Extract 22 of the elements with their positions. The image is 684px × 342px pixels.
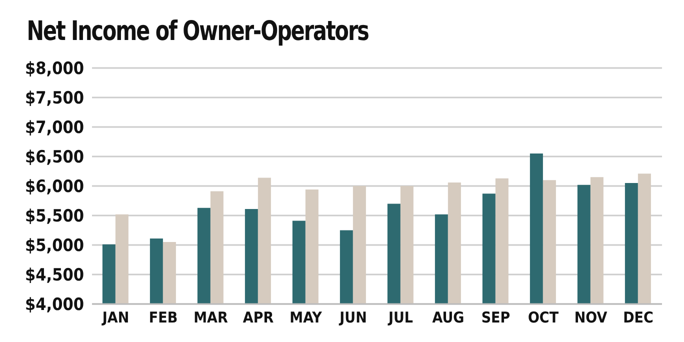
x-tick-label: AUG: [432, 308, 464, 327]
x-tick-label: MAY: [290, 308, 322, 327]
x-tick-label: OCT: [528, 308, 560, 327]
x-tick-label: JUN: [338, 308, 367, 327]
x-tick-label: JAN: [101, 308, 130, 327]
x-tick-label: NOV: [574, 308, 608, 327]
chart-title: Net Income of Owner-Operators: [26, 15, 370, 49]
y-tick-label: $6,000: [24, 177, 84, 198]
y-tick-label: $4,500: [24, 266, 84, 286]
x-tick-label: JUL: [387, 308, 414, 327]
y-tick-label: $6,500: [24, 148, 84, 168]
y-tick-label: $5,500: [24, 206, 84, 227]
x-tick-label: SEP: [481, 308, 510, 327]
y-tick-label: $7,500: [24, 88, 84, 109]
x-tick-label: DEC: [623, 308, 654, 327]
y-tick-label: $7,000: [24, 118, 84, 138]
y-tick-label: $4,000: [24, 295, 84, 316]
x-tick-label: MAR: [194, 308, 228, 327]
y-tick-label: $8,000: [24, 59, 84, 80]
x-tick-label: APR: [242, 308, 274, 327]
y-tick-label: $5,000: [24, 236, 84, 256]
x-tick-label: FEB: [148, 308, 178, 327]
